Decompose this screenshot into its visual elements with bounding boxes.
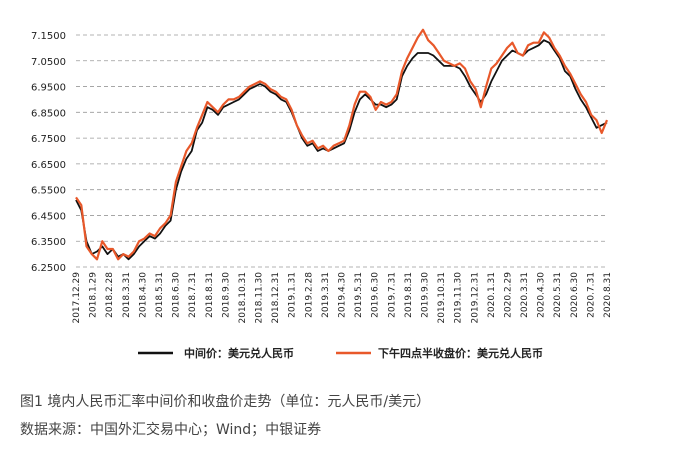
x-tick-label: 2018.10.31 <box>238 272 248 324</box>
x-tick-label: 2019.1.31 <box>288 272 298 318</box>
x-tick-label: 2018.9.30 <box>221 272 231 318</box>
x-tick-label: 2017.12.29 <box>72 272 82 324</box>
x-tick-label: 2018.4.30 <box>138 272 148 318</box>
x-tick-label: 2019.11.30 <box>454 272 464 324</box>
x-tick-label: 2020.7.31 <box>586 272 596 318</box>
x-tick-label: 2020.6.30 <box>570 272 580 318</box>
y-tick-label: 7.1500 <box>31 31 66 42</box>
x-tick-label: 2019.6.30 <box>371 272 381 318</box>
x-tick-label: 2018.7.31 <box>188 272 198 318</box>
x-tick-label: 2020.1.31 <box>487 272 497 318</box>
x-tick-label: 2018.3.31 <box>122 272 132 318</box>
x-tick-label: 2018.8.31 <box>205 272 215 318</box>
x-tick-label: 2020.4.30 <box>537 272 547 318</box>
x-tick-label: 2018.6.30 <box>172 272 182 318</box>
y-axis-ticks: 7.1500 7.0500 6.9500 6.8500 6.7500 6.6500 6.55… <box>31 31 66 274</box>
x-tick-label: 2018.2.28 <box>105 272 115 318</box>
legend: 中间价：美元兑人民币 下午四点半收盘价：美元兑人民币 <box>138 346 543 360</box>
figure-caption: 图1 境内人民币汇率中间价和收盘价走势（单位：元人民币/美元） <box>20 394 431 410</box>
x-tick-label: 2018.1.29 <box>89 272 99 318</box>
x-tick-label: 2019.2.28 <box>304 272 314 318</box>
x-tick-label: 2019.12.31 <box>470 272 480 324</box>
y-tick-label: 6.2500 <box>31 263 66 274</box>
x-tick-label: 2019.7.31 <box>387 272 397 318</box>
exchange-rate-chart: 7.1500 7.0500 6.9500 6.8500 6.7500 6.6500 6.55… <box>31 28 613 360</box>
y-tick-label: 6.7500 <box>31 134 66 145</box>
y-tick-label: 6.9500 <box>31 83 66 94</box>
figure-source: 数据来源：中国外汇交易中心；Wind；中银证券 <box>20 422 322 438</box>
legend-label-close: 下午四点半收盘价：美元兑人民币 <box>378 346 543 360</box>
x-tick-label: 2019.8.31 <box>404 272 414 318</box>
series-line-close <box>75 28 609 261</box>
series-line-mid <box>75 39 608 261</box>
legend-label-mid: 中间价：美元兑人民币 <box>184 346 294 360</box>
x-tick-label: 2019.5.31 <box>354 272 364 318</box>
x-tick-label: 2018.11.30 <box>255 272 265 324</box>
y-tick-label: 7.0500 <box>31 57 66 68</box>
x-tick-label: 2019.10.31 <box>437 272 447 324</box>
y-tick-label: 6.8500 <box>31 108 66 119</box>
x-tick-label: 2018.5.31 <box>155 272 165 318</box>
x-tick-label: 2018.12.31 <box>271 272 281 324</box>
x-tick-label: 2019.9.30 <box>420 272 430 318</box>
y-tick-label: 6.3500 <box>31 237 66 248</box>
x-tick-label: 2020.5.31 <box>553 272 563 318</box>
x-axis-ticks: 2017.12.29 2018.1.29 2018.2.28 2018.3.31 201… <box>72 272 613 324</box>
y-tick-label: 6.5500 <box>31 186 66 197</box>
x-tick-label: 2019.3.31 <box>321 272 331 318</box>
y-tick-label: 6.4500 <box>31 211 66 222</box>
series-lines <box>75 28 609 261</box>
x-tick-label: 2020.8.31 <box>603 272 613 318</box>
x-tick-label: 2019.4.30 <box>338 272 348 318</box>
grid-lines <box>76 34 607 268</box>
x-tick-label: 2020.3.31 <box>520 272 530 318</box>
y-tick-label: 6.6500 <box>31 160 66 171</box>
x-tick-label: 2020.2.29 <box>503 272 513 318</box>
